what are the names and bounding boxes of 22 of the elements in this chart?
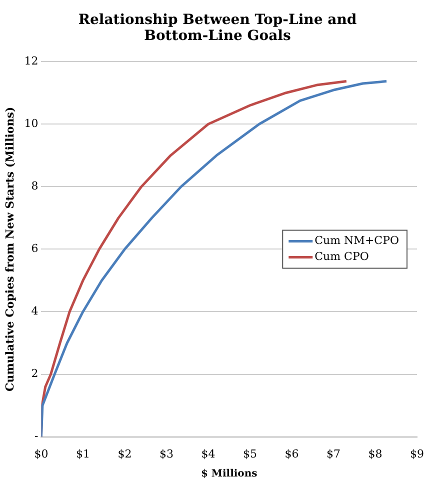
legend-label: Cum NM+CPO bbox=[314, 234, 400, 248]
x-tick-label: $3 bbox=[159, 447, 174, 460]
y-axis-title: Cumulative Copies from New Starts (Millions) bbox=[3, 106, 16, 392]
chart-title: Relationship Between Top-Line and Bottom-Line Goals bbox=[77, 11, 358, 46]
x-tick-label: $0 bbox=[34, 447, 48, 460]
x-tick-label: $6 bbox=[284, 447, 299, 460]
x-tick-label: $1 bbox=[76, 447, 90, 460]
x-tick-label: $8 bbox=[368, 447, 382, 460]
y-tick-label: 10 bbox=[24, 116, 38, 130]
x-tick-label: $7 bbox=[326, 447, 340, 460]
x-tick-label: $5 bbox=[242, 447, 257, 460]
x-tick-label: $2 bbox=[118, 447, 132, 460]
legend-label: Cum CPO bbox=[314, 250, 369, 264]
y-tick-label: - bbox=[34, 430, 38, 443]
x-tick-label: $4 bbox=[201, 447, 216, 460]
y-tick-label: 8 bbox=[31, 180, 38, 193]
x-tick-label: $9 bbox=[410, 447, 424, 460]
y-tick-label: 12 bbox=[24, 54, 38, 68]
y-tick-label: 6 bbox=[31, 242, 38, 256]
y-tick-label: 4 bbox=[31, 304, 38, 318]
x-axis-title: $ Millions bbox=[200, 468, 258, 480]
y-tick-label: 2 bbox=[31, 367, 38, 380]
